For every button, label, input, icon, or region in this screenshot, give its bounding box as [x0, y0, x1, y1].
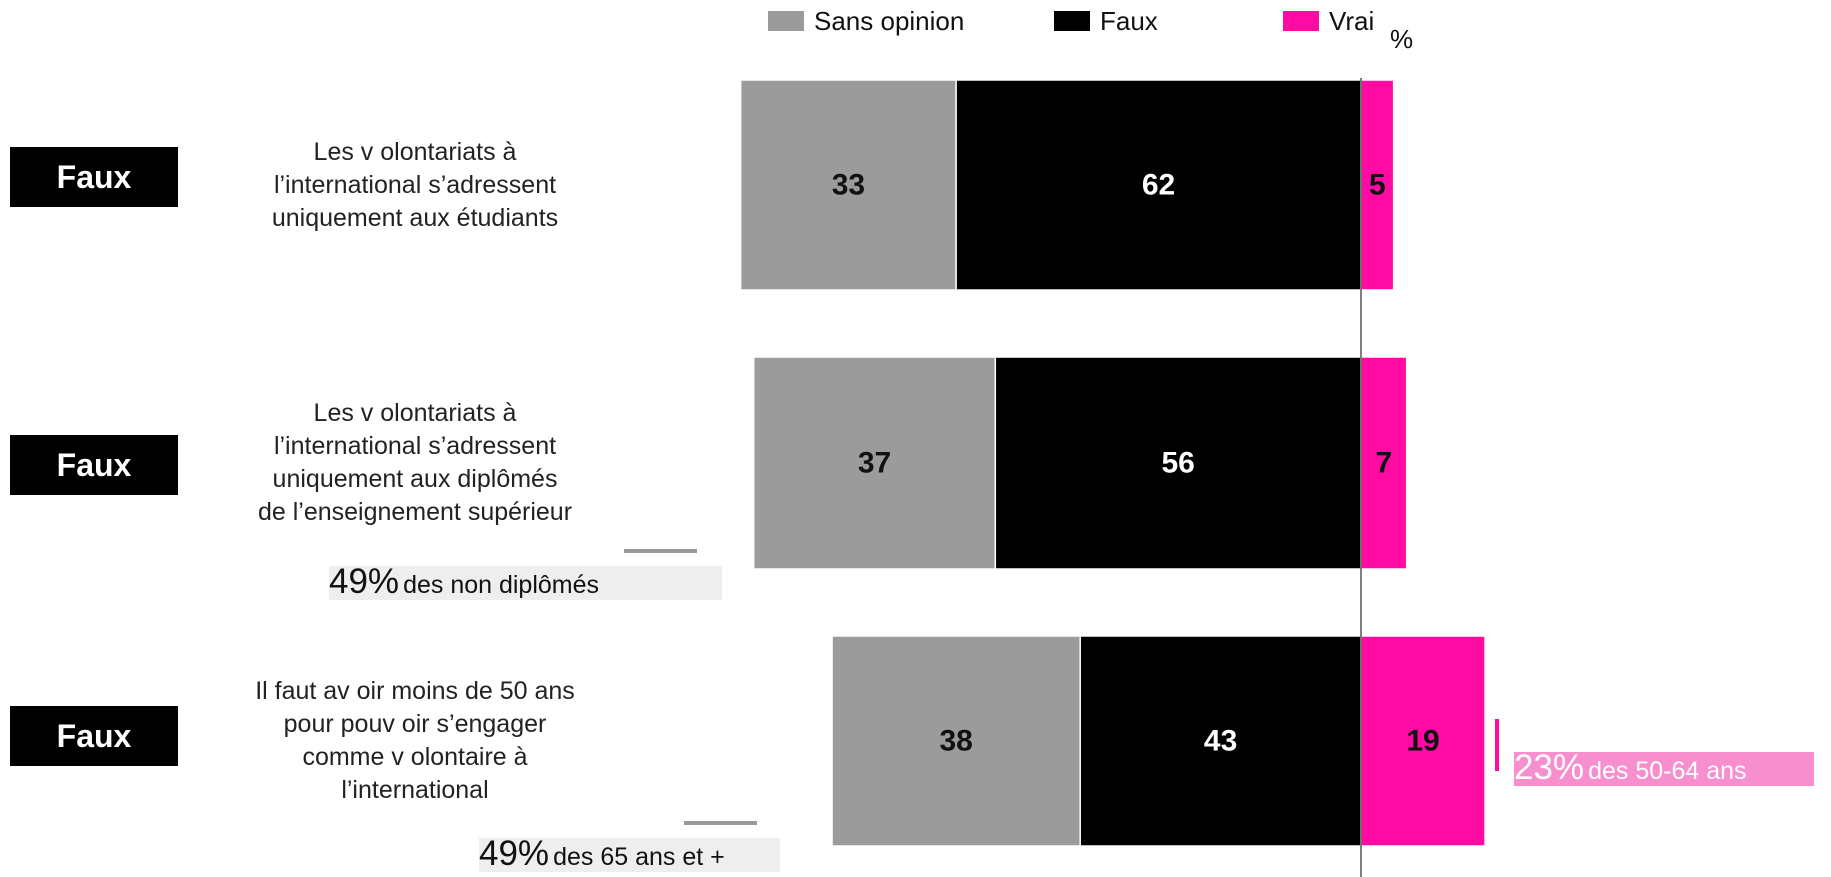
statement-2-line-1: Les v olontariats à — [313, 399, 517, 427]
note-non-diplomes-text: des non diplômés — [403, 571, 600, 599]
statement-2-line-3: uniquement aux diplômés — [272, 465, 558, 493]
note-50-64-ans-pct: 23% — [1514, 748, 1585, 787]
bar-sans-opinion-row-3 — [831, 635, 1081, 847]
verdict-badge-1: Faux — [10, 147, 178, 207]
bar-label-vrai-row-3: 19 — [1406, 725, 1439, 758]
bar-label-sans-opinion-row-1: 33 — [832, 169, 865, 202]
vrai-note-marker — [1495, 719, 1499, 771]
note-65-ans-text: des 65 ans et + — [553, 843, 725, 871]
legend-label-faux: Faux — [1100, 5, 1158, 36]
statement-3: Il faut av oir moins de 50 ans pour pouv… — [220, 675, 610, 807]
unit-label: % — [1390, 24, 1414, 54]
bar-label-faux-row-3: 43 — [1204, 725, 1237, 758]
legend-swatch-faux — [1054, 11, 1090, 31]
legend-swatch-vrai — [1283, 11, 1319, 31]
bar-faux-row-1 — [955, 79, 1362, 291]
note-non-diplomes-pct: 49% — [329, 562, 400, 601]
bar-faux-row-2 — [994, 356, 1362, 570]
note-50-64-ans: 23% des 50-64 ans — [1514, 748, 1814, 787]
statement-2: Les v olontariats à l’international s’ad… — [220, 397, 610, 529]
legend-faux: Faux — [1054, 5, 1158, 36]
note-dash-2 — [624, 549, 697, 553]
verdict-badge-2: Faux — [10, 435, 178, 495]
legend-label-sans-opinion: Sans opinion — [814, 5, 965, 36]
legend-sans-opinion: Sans opinion — [768, 5, 965, 36]
statement-3-line-1: Il faut av oir moins de 50 ans — [255, 677, 575, 705]
bar-vrai-row-1 — [1360, 79, 1395, 291]
legend-vrai: Vrai — [1283, 5, 1375, 36]
statement-1-line-1: Les v olontariats à — [313, 138, 517, 166]
bar-label-sans-opinion-row-2: 37 — [858, 447, 891, 480]
bar-label-vrai-row-1: 5 — [1369, 169, 1386, 202]
bar-label-faux-row-2: 56 — [1161, 447, 1194, 480]
legend-label-vrai: Vrai — [1329, 5, 1375, 36]
bar-sans-opinion-row-2 — [752, 356, 997, 570]
statement-2-line-2: l’international s’adressent — [273, 432, 557, 460]
statement-1-line-3: uniquement aux étudiants — [271, 204, 559, 232]
note-50-64-ans-text: des 50-64 ans — [1588, 757, 1747, 785]
statement-2-line-4: de l’enseignement supérieur — [257, 498, 573, 526]
legend-swatch-sans-opinion — [768, 11, 804, 31]
bar-label-vrai-row-2: 7 — [1376, 447, 1393, 480]
bar-vrai-row-3 — [1360, 635, 1486, 847]
bar-faux-row-3 — [1079, 635, 1362, 847]
bar-label-faux-row-1: 62 — [1142, 169, 1175, 202]
note-65-ans-pct: 49% — [479, 834, 550, 873]
verdict-badge-3: Faux — [10, 706, 178, 766]
note-non-diplomes: 49% des non diplômés — [329, 562, 722, 601]
note-65-ans: 49% des 65 ans et + — [479, 834, 780, 873]
statement-1: Les v olontariats à l’international s’ad… — [220, 136, 610, 235]
statement-3-line-4: l’international — [341, 776, 489, 804]
statement-3-line-3: comme v olontaire à — [302, 743, 528, 771]
bar-label-sans-opinion-row-3: 38 — [939, 725, 972, 758]
statement-1-line-2: l’international s’adressent — [273, 171, 557, 199]
statement-3-line-2: pour pouv oir s’engager — [283, 710, 547, 738]
bar-sans-opinion-row-1 — [739, 79, 957, 291]
note-dash-3 — [684, 821, 757, 825]
